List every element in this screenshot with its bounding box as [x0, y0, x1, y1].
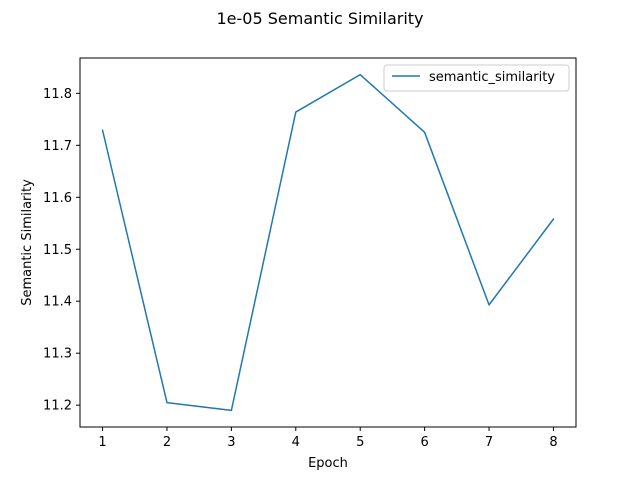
x-tick-label: 5 [356, 435, 364, 450]
legend-box [383, 64, 570, 92]
y-tick-label: 11.2 [43, 399, 72, 414]
y-tick-label: 11.8 [43, 87, 72, 102]
x-axis-ticks: 1 2 3 4 5 6 7 8 [98, 427, 558, 450]
y-tick-label: 11.6 [43, 191, 72, 206]
y-tick-label: 11.7 [43, 139, 72, 154]
plot-area [80, 58, 576, 427]
x-tick-label: 1 [98, 435, 106, 450]
series-line-semantic_similarity [101, 73, 555, 412]
x-tick-label: 2 [163, 435, 171, 450]
x-axis-label: Epoch [308, 456, 348, 471]
series-layer [101, 73, 555, 412]
x-tick-label: 3 [227, 435, 235, 450]
x-tick-label: 4 [292, 435, 300, 450]
plot-frame [79, 57, 577, 428]
x-tick-label: 7 [485, 435, 493, 450]
y-axis-ticks: 11.2 11.3 11.4 11.5 11.6 11.7 11.8 [43, 87, 80, 414]
legend: semantic_similarity [383, 64, 570, 92]
y-tick-label: 11.5 [43, 243, 72, 258]
legend-entry-label: semantic_similarity [429, 70, 555, 85]
y-tick-label: 11.3 [43, 347, 72, 362]
y-axis-label: Semantic Similarity [20, 179, 35, 306]
x-tick-label: 6 [420, 435, 428, 450]
chart-title: 1e-05 Semantic Similarity [216, 9, 423, 28]
x-tick-label: 8 [549, 435, 557, 450]
y-tick-label: 11.4 [43, 295, 72, 310]
